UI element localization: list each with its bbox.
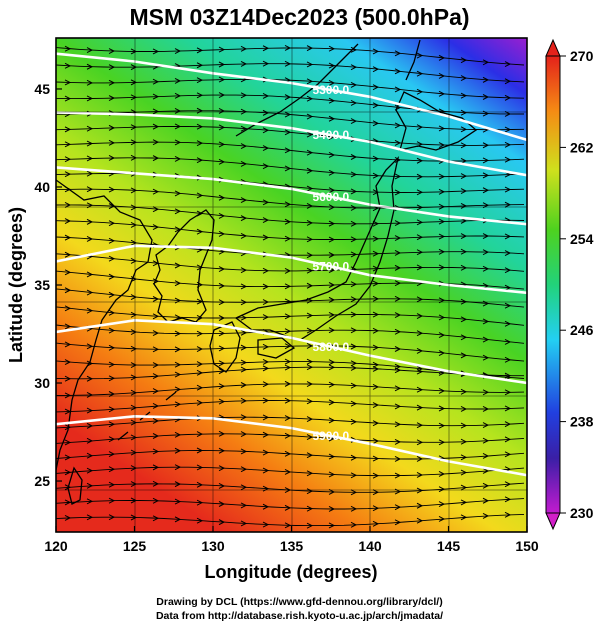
map-title: MSM 03Z14Dec2023 (500.0hPa) — [129, 4, 470, 30]
height-contour — [56, 166, 527, 226]
y-tick-label: 25 — [34, 473, 50, 489]
shikoku-coast — [257, 337, 296, 359]
colorbar-ticks: 230 238 246 254 262 270 — [560, 48, 594, 521]
honshu-coast — [234, 155, 400, 341]
x-tick-label: 150 — [515, 538, 539, 554]
height-contour — [56, 318, 527, 385]
colorbar-top-cap — [545, 38, 561, 57]
hokkaido-coast — [395, 91, 478, 151]
colorbar-tick-label: 270 — [570, 48, 594, 64]
y-axis-ticks: 25 30 35 40 45 — [34, 81, 62, 489]
china-coast — [56, 179, 153, 471]
contour-label: 5300.0 — [312, 83, 349, 97]
y-tick-label: 35 — [34, 277, 50, 293]
contour-label: 5900.0 — [312, 429, 349, 443]
russia-coast — [235, 43, 359, 137]
contour-label: 5400.0 — [312, 128, 349, 142]
y-tick-label: 40 — [34, 179, 50, 195]
height-contour — [56, 244, 527, 295]
x-tick-label: 130 — [201, 538, 225, 554]
contour-label: 5800.0 — [312, 340, 349, 354]
height-contour — [56, 52, 527, 142]
colorbar: 230 238 246 254 262 270 — [545, 38, 594, 531]
x-axis-ticks: 120 125 130 135 140 145 150 — [44, 526, 539, 554]
x-tick-label: 135 — [280, 538, 304, 554]
colorbar-tick-label: 230 — [570, 505, 594, 521]
colorbar-tick-label: 262 — [570, 139, 594, 155]
x-tick-label: 140 — [358, 538, 382, 554]
credit-drawing: Drawing by DCL (https://www.gfd-dennou.o… — [156, 596, 443, 608]
x-axis-label: Longitude (degrees) — [204, 562, 377, 582]
height-contours: 5300.0 5400.0 5600.0 5700.0 5800.0 5900.0 — [56, 52, 527, 477]
sakhalin-coast — [405, 39, 421, 81]
y-tick-label: 30 — [34, 375, 50, 391]
contour-label: 5700.0 — [312, 259, 349, 273]
x-tick-label: 120 — [44, 538, 68, 554]
y-tick-label: 45 — [34, 81, 50, 97]
colorbar-tick-label: 254 — [570, 231, 594, 247]
height-contour — [56, 414, 527, 477]
grid-lines — [56, 38, 527, 532]
x-tick-label: 125 — [123, 538, 147, 554]
credit-data: Data from http://database.rish.kyoto-u.a… — [155, 610, 444, 622]
kyushu-coast — [209, 321, 241, 373]
contour-label: 5600.0 — [312, 190, 349, 204]
x-tick-label: 145 — [437, 538, 461, 554]
taiwan-coast — [67, 466, 83, 505]
colorbar-bottom-cap — [545, 512, 561, 531]
colorbar-tick-label: 246 — [570, 322, 594, 338]
colorbar-body — [545, 55, 561, 514]
y-axis-label: Latitude (degrees) — [6, 207, 26, 363]
colorbar-tick-label: 238 — [570, 414, 594, 430]
height-contour — [56, 111, 527, 177]
